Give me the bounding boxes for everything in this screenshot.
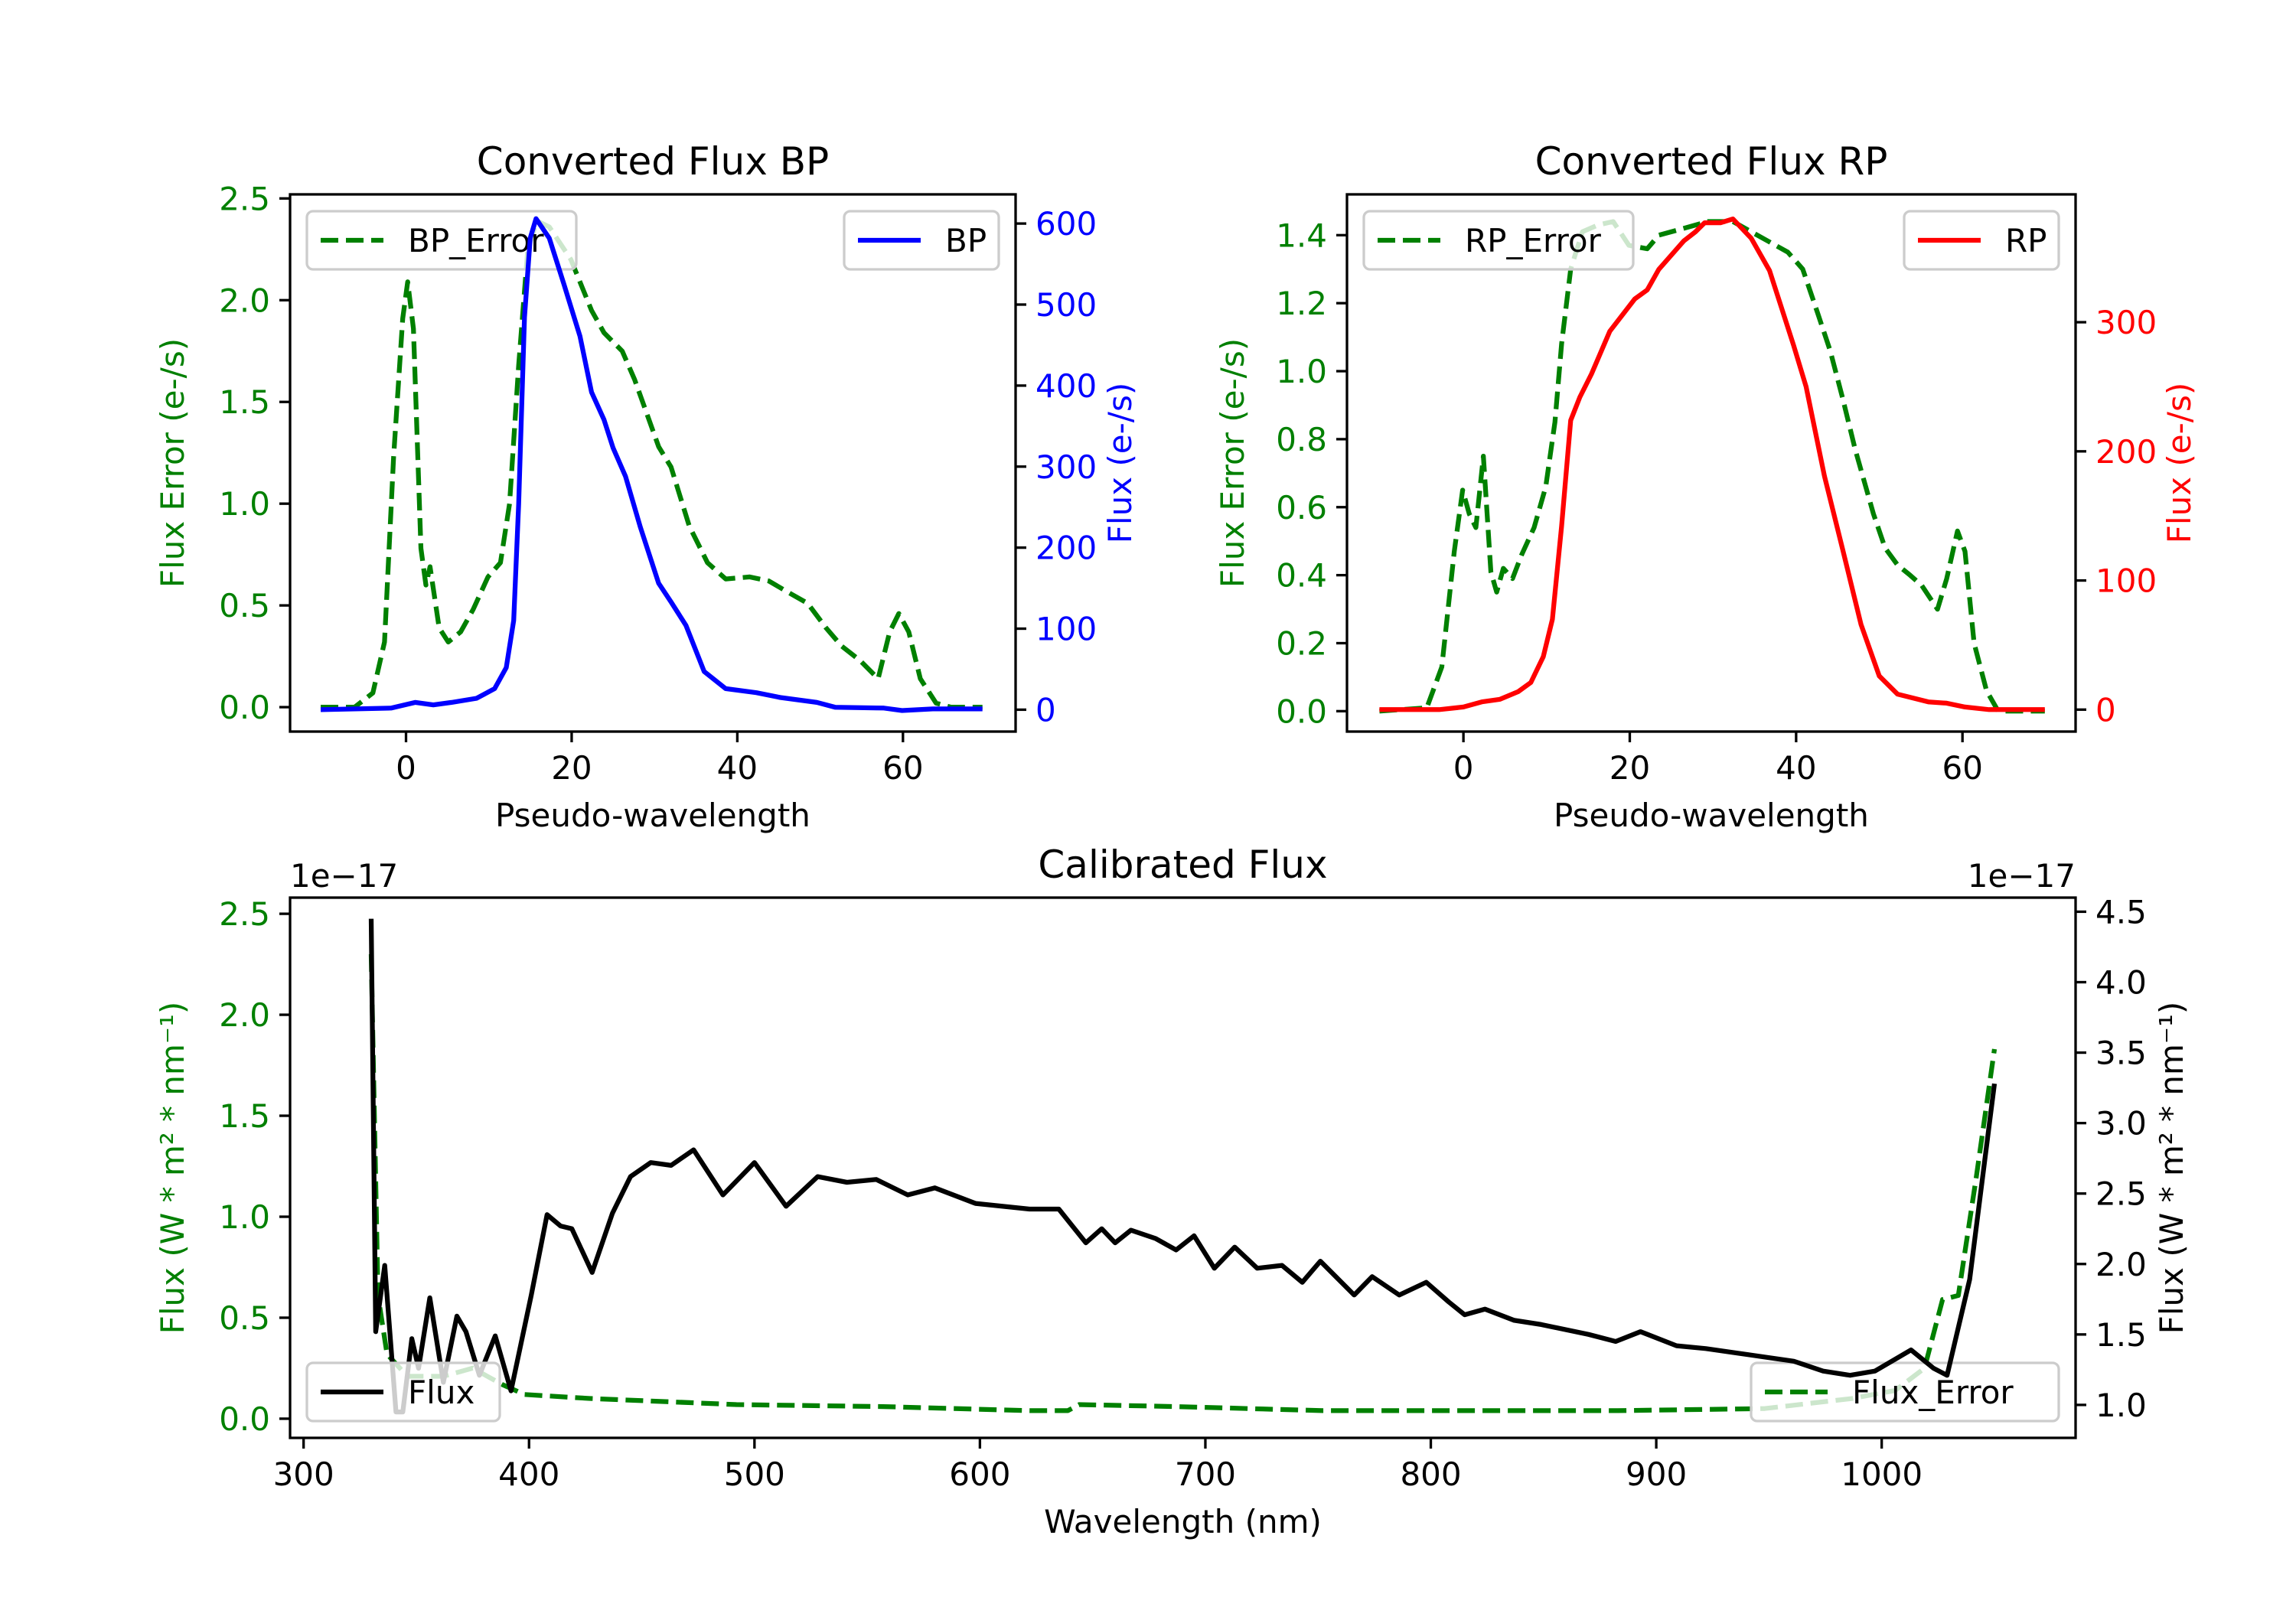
y-right-tick-label: 4.0 xyxy=(2095,963,2147,1001)
series-line-bp-error xyxy=(321,218,983,710)
y-left-tick-label: 0.8 xyxy=(1276,421,1327,458)
x-tick-label: 900 xyxy=(1626,1455,1687,1493)
y-right-tick-label: 200 xyxy=(2095,433,2157,471)
x-tick-label: 500 xyxy=(724,1455,785,1493)
y-right-axis-label: Flux (e-/s) xyxy=(1101,383,1139,543)
y-right-tick-label: 200 xyxy=(1035,530,1097,567)
chart-title: Converted Flux BP xyxy=(477,139,829,184)
x-tick-label: 600 xyxy=(949,1455,1010,1493)
y-left-axis-label: Flux Error (e-/s) xyxy=(154,338,191,588)
x-tick-label: 300 xyxy=(273,1455,334,1493)
y-right-offset-text: 1e−17 xyxy=(1968,857,2076,895)
y-left-tick-label: 2.5 xyxy=(219,895,270,933)
y-left-tick-label: 1.0 xyxy=(219,1198,270,1236)
legend-label: Flux xyxy=(408,1374,475,1411)
legend-box xyxy=(1362,210,1635,271)
legend-box xyxy=(843,210,1000,271)
legend-label: RP xyxy=(2005,222,2047,259)
y-left-tick-label: 0.2 xyxy=(1276,624,1327,662)
legend-box xyxy=(1750,1361,2060,1423)
x-axis-label: Pseudo-wavelength xyxy=(1554,797,1869,834)
y-left-tick-label: 1.0 xyxy=(1276,353,1327,390)
y-left-tick-label: 1.4 xyxy=(1276,217,1327,254)
y-left-axis-label: Flux Error (e-/s) xyxy=(1214,338,1251,588)
y-left-tick-label: 2.5 xyxy=(219,180,270,217)
y-left-tick-label: 1.2 xyxy=(1276,285,1327,322)
legend-box xyxy=(1903,210,2060,271)
x-tick-label: 700 xyxy=(1175,1455,1236,1493)
chart-panel-1: Converted Flux RP 0 20 40 60 Pseudo-wavelengt… xyxy=(1214,139,2198,834)
y-right-tick-label: 600 xyxy=(1035,205,1097,243)
legend-label: BP xyxy=(945,222,987,259)
x-tick-label: 20 xyxy=(551,749,592,787)
x-tick-label: 60 xyxy=(1942,749,1982,787)
y-right-axis-label: Flux (W * m² * nm⁻¹) xyxy=(2153,1002,2190,1335)
y-right-tick-label: 4.5 xyxy=(2095,893,2147,931)
legend-flux-error: Flux_Error xyxy=(1750,1361,2060,1423)
x-tick-label: 60 xyxy=(882,749,923,787)
y-left-tick-label: 0.0 xyxy=(219,1400,270,1438)
y-left-tick-label: 0.0 xyxy=(1276,693,1327,730)
legend-box xyxy=(305,210,578,271)
x-tick-label: 20 xyxy=(1609,749,1650,787)
y-right-tick-label: 3.5 xyxy=(2095,1035,2147,1072)
legend-rp-error: RP_Error xyxy=(1362,210,1635,271)
x-axis-label: Pseudo-wavelength xyxy=(495,797,810,834)
legend-label: Flux_Error xyxy=(1852,1374,2014,1411)
y-right-tick-label: 400 xyxy=(1035,367,1097,405)
legend-bp-error: BP_Error xyxy=(305,210,578,271)
y-left-offset-text: 1e−17 xyxy=(290,857,398,895)
y-left-tick-label: 0.6 xyxy=(1276,489,1327,526)
y-right-tick-label: 2.5 xyxy=(2095,1175,2147,1213)
axes-frame xyxy=(1345,193,2077,733)
y-right-tick-label: 100 xyxy=(2095,562,2157,600)
x-tick-label: 0 xyxy=(1453,749,1474,787)
y-right-tick-label: 2.0 xyxy=(2095,1246,2147,1283)
y-left-tick-label: 0.5 xyxy=(219,587,270,624)
y-right-tick-label: 100 xyxy=(1035,611,1097,648)
y-left-tick-label: 1.5 xyxy=(219,1097,270,1135)
chart-panel-2: Calibrated Flux 300 400 500 600 700 800 900 1000… xyxy=(154,843,2190,1540)
y-right-tick-label: 1.5 xyxy=(2095,1316,2147,1354)
legend-label: BP_Error xyxy=(408,222,544,259)
series-line-rp-error xyxy=(1379,219,2045,714)
y-left-tick-label: 1.0 xyxy=(219,485,270,523)
x-tick-label: 40 xyxy=(717,749,758,787)
y-left-tick-label: 0.0 xyxy=(219,689,270,726)
legend-flux: Flux xyxy=(305,1361,501,1423)
y-left-tick-label: 0.4 xyxy=(1276,557,1327,595)
axes-frame xyxy=(289,896,2077,1439)
legend-box xyxy=(305,1361,501,1423)
y-right-tick-label: 0 xyxy=(2095,691,2116,729)
x-axis-label: Wavelength (nm) xyxy=(1044,1503,1322,1540)
y-left-axis-label: Flux (W * m² * nm⁻¹) xyxy=(154,1002,191,1335)
y-left-tick-label: 1.5 xyxy=(219,383,270,421)
series-line-flux xyxy=(368,918,1998,1415)
x-tick-label: 1000 xyxy=(1841,1455,1923,1493)
axes-frame xyxy=(289,193,1017,733)
y-right-tick-label: 1.0 xyxy=(2095,1387,2147,1424)
series-line-bp xyxy=(320,216,983,713)
x-tick-label: 40 xyxy=(1776,749,1816,787)
y-right-tick-label: 300 xyxy=(2095,304,2157,341)
y-right-tick-label: 0 xyxy=(1035,691,1056,729)
legend-rp: RP xyxy=(1903,210,2060,271)
y-right-tick-label: 300 xyxy=(1035,448,1097,486)
chart-title: Converted Flux RP xyxy=(1535,139,1888,184)
y-left-tick-label: 0.5 xyxy=(219,1299,270,1337)
y-right-axis-label: Flux (e-/s) xyxy=(2161,383,2198,543)
chart-title: Calibrated Flux xyxy=(1038,843,1327,887)
chart-panel-0: Converted Flux BP 0 20 40 60 Pseudo-wavelengt… xyxy=(154,139,1139,834)
legend-bp: BP xyxy=(843,210,1000,271)
y-right-tick-label: 3.0 xyxy=(2095,1105,2147,1143)
legend-label: RP_Error xyxy=(1465,222,1602,259)
series-line-rp xyxy=(1379,216,2045,712)
x-tick-label: 400 xyxy=(498,1455,559,1493)
x-tick-label: 800 xyxy=(1400,1455,1461,1493)
y-left-tick-label: 2.0 xyxy=(219,282,270,319)
y-right-tick-label: 500 xyxy=(1035,286,1097,324)
y-left-tick-label: 2.0 xyxy=(219,996,270,1034)
x-tick-label: 0 xyxy=(396,749,416,787)
